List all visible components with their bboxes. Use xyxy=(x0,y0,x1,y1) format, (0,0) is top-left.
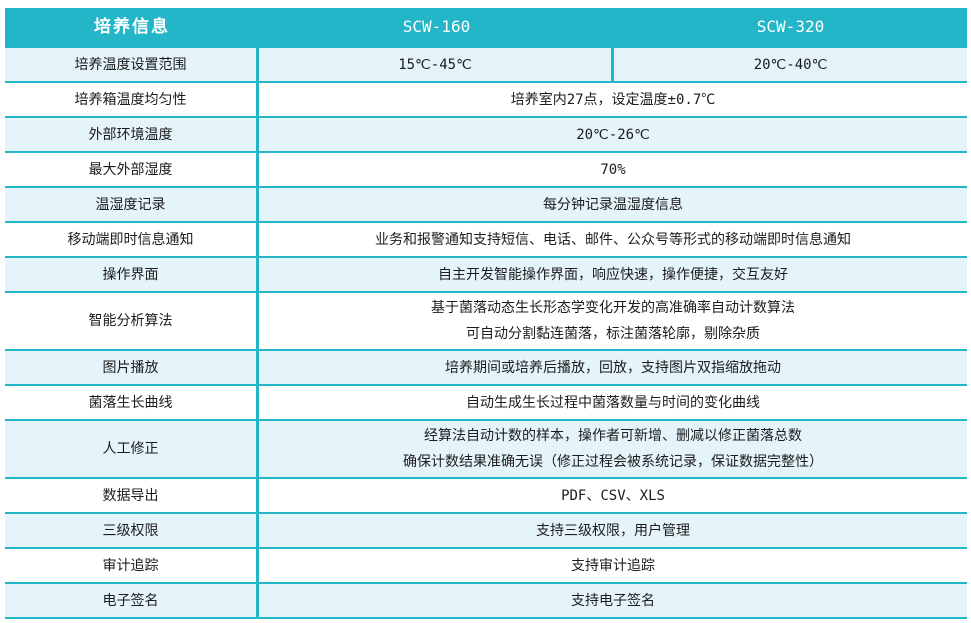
row-label: 人工修正 xyxy=(5,421,259,477)
header-cell-scw320: SCW-320 xyxy=(756,17,825,36)
header-cell-scw160: SCW-160 xyxy=(402,17,471,36)
row-label: 审计追踪 xyxy=(5,549,259,582)
row-value: 基于菌落动态生长形态学变化开发的高准确率自动计数算法 可自动分割黏连菌落，标注菌… xyxy=(431,300,795,342)
row-value: 培养期间或培养后播放，回放，支持图片双指缩放拖动 xyxy=(445,359,781,376)
row-value: 支持三级权限，用户管理 xyxy=(536,522,690,539)
row-label: 操作界面 xyxy=(5,258,259,291)
row-label: 菌落生长曲线 xyxy=(5,386,259,419)
table-header: 培养信息 SCW-160 SCW-320 xyxy=(5,8,967,46)
table-row: 培养箱温度均匀性 培养室内27点，设定温度±0.7℃ xyxy=(5,81,967,116)
row-label: 外部环境温度 xyxy=(5,118,259,151)
row-label: 培养温度设置范围 xyxy=(5,48,259,81)
row-value: 每分钟记录温湿度信息 xyxy=(543,196,683,213)
table-row: 外部环境温度 20℃-26℃ xyxy=(5,116,967,151)
table-row: 人工修正 经算法自动计数的样本，操作者可新增、删减以修正菌落总数 确保计数结果准… xyxy=(5,419,967,477)
row-value: PDF、CSV、XLS xyxy=(561,487,665,504)
table-row: 温湿度记录 每分钟记录温湿度信息 xyxy=(5,186,967,221)
row-value: 培养室内27点，设定温度±0.7℃ xyxy=(510,91,716,108)
row-label: 图片播放 xyxy=(5,351,259,384)
table-row: 菌落生长曲线 自动生成生长过程中菌落数量与时间的变化曲线 xyxy=(5,384,967,419)
table-row: 图片播放 培养期间或培养后播放，回放，支持图片双指缩放拖动 xyxy=(5,349,967,384)
row-label: 智能分析算法 xyxy=(5,293,259,349)
table-row: 操作界面 自主开发智能操作界面，响应快速，操作便捷，交互友好 xyxy=(5,256,967,291)
row-label: 数据导出 xyxy=(5,479,259,512)
row-label: 三级权限 xyxy=(5,514,259,547)
row-value: 支持电子签名 xyxy=(571,592,655,609)
table-row: 审计追踪 支持审计追踪 xyxy=(5,547,967,582)
table-row: 电子签名 支持电子签名 xyxy=(5,582,967,617)
row-label: 电子签名 xyxy=(5,584,259,617)
row-value: 自主开发智能操作界面，响应快速，操作便捷，交互友好 xyxy=(438,266,788,283)
table-row: 培养温度设置范围 15℃-45℃ 20℃-40℃ xyxy=(5,46,967,81)
row-label: 温湿度记录 xyxy=(5,188,259,221)
row-value: 业务和报警通知支持短信、电话、邮件、公众号等形式的移动端即时信息通知 xyxy=(375,231,851,248)
spec-table: 培养信息 SCW-160 SCW-320 培养温度设置范围 15℃-45℃ 20… xyxy=(5,8,967,619)
row-value: 自动生成生长过程中菌落数量与时间的变化曲线 xyxy=(466,394,760,411)
table-row: 数据导出 PDF、CSV、XLS xyxy=(5,477,967,512)
table-row: 移动端即时信息通知 业务和报警通知支持短信、电话、邮件、公众号等形式的移动端即时… xyxy=(5,221,967,256)
row-value-scw320: 20℃-40℃ xyxy=(753,56,828,73)
table-row: 最大外部湿度 70% xyxy=(5,151,967,186)
row-value: 经算法自动计数的样本，操作者可新增、删减以修正菌落总数 确保计数结果准确无误（修… xyxy=(403,428,823,470)
row-value: 支持审计追踪 xyxy=(571,557,655,574)
row-value: 70% xyxy=(600,161,626,178)
row-label: 最大外部湿度 xyxy=(5,153,259,186)
row-label: 移动端即时信息通知 xyxy=(5,223,259,256)
table-row: 智能分析算法 基于菌落动态生长形态学变化开发的高准确率自动计数算法 可自动分割黏… xyxy=(5,291,967,349)
row-label: 培养箱温度均匀性 xyxy=(5,83,259,116)
row-value: 20℃-26℃ xyxy=(576,126,650,143)
header-cell-info: 培养信息 xyxy=(94,17,170,37)
table-row: 三级权限 支持三级权限，用户管理 xyxy=(5,512,967,547)
row-value-scw160: 15℃-45℃ xyxy=(259,48,614,81)
